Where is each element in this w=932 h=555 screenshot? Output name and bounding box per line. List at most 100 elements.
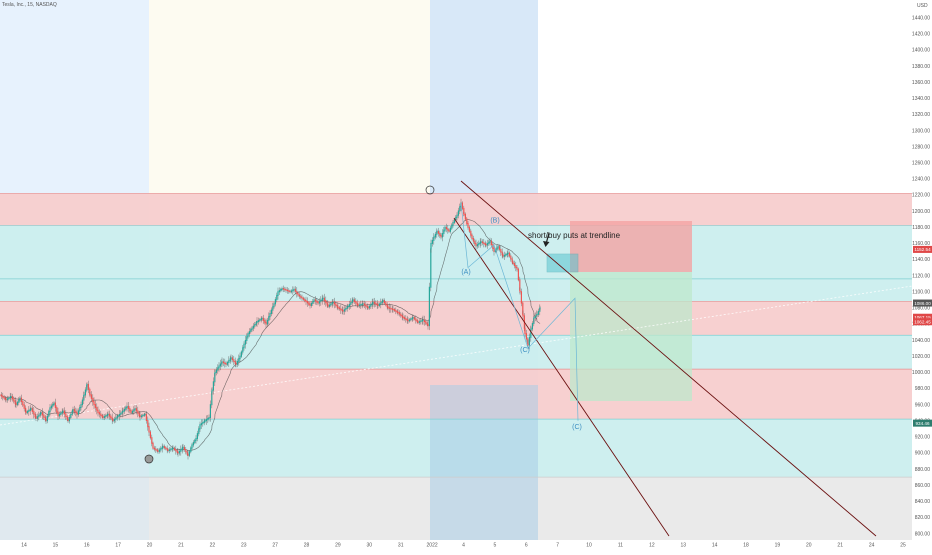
position-target-zone[interactable] [570, 272, 692, 401]
trendline-lower[interactable] [453, 217, 670, 537]
price-candle [341, 309, 343, 312]
price-candle [250, 329, 252, 333]
time-tick-label: 16 [84, 543, 90, 549]
time-tick-label: 5 [494, 543, 497, 549]
price-candle [310, 302, 312, 306]
wave-label: (C) [520, 347, 530, 354]
price-candle [214, 371, 216, 375]
price-candle [180, 449, 182, 452]
price-candle [436, 230, 438, 233]
price-candle [519, 279, 521, 291]
time-tick-label: 25 [900, 543, 906, 549]
price-candle [461, 202, 463, 209]
wave-label: (A) [461, 269, 470, 276]
price-candle [331, 302, 333, 305]
position-stop-zone[interactable] [570, 221, 692, 272]
ray-line[interactable] [0, 282, 932, 426]
price-candle [410, 318, 412, 321]
price-candle [221, 361, 223, 363]
price-candle [312, 301, 314, 304]
price-candle [478, 243, 480, 246]
circle-marker-top[interactable] [425, 185, 435, 195]
price-candle [170, 448, 172, 451]
price-candle [372, 301, 374, 304]
price-candle [0, 394, 2, 397]
price-candle [67, 418, 69, 422]
price-candle [226, 361, 228, 365]
price-candle [451, 224, 453, 229]
price-candle [388, 307, 390, 309]
price-axis[interactable] [912, 0, 932, 550]
price-candle [498, 246, 500, 250]
price-candle [107, 413, 109, 416]
price-candle [262, 317, 264, 321]
price-candle [125, 407, 127, 410]
price-candle [272, 306, 274, 311]
price-candle [289, 290, 291, 293]
time-tick-label: 20 [147, 543, 153, 549]
price-candle [528, 336, 530, 346]
price-candle [2, 395, 4, 398]
trendline-upper[interactable] [460, 180, 877, 537]
price-candle [236, 360, 238, 365]
zone-band [0, 278, 912, 302]
price-candle [144, 413, 146, 416]
price-candle [452, 221, 454, 226]
price-candle [101, 414, 103, 418]
price-tick-label: 1420.00 [912, 32, 930, 38]
price-candle [428, 286, 430, 327]
price-candle [71, 410, 73, 415]
price-candle [308, 302, 310, 305]
price-candle [475, 243, 477, 247]
time-tick-label: 12 [649, 543, 655, 549]
symbol-title[interactable]: Tesla, Inc., 15, NASDAQ [2, 2, 57, 8]
chart-annotation[interactable]: short/buy puts at trendline [528, 231, 621, 240]
circle-marker-bottom[interactable] [144, 454, 154, 464]
zone-borders [0, 193, 912, 478]
price-candle [318, 301, 320, 304]
time-tick-label: 14 [712, 543, 718, 549]
price-candle [126, 405, 128, 409]
price-candle [522, 302, 524, 315]
price-candle [188, 451, 190, 456]
price-candle [392, 308, 394, 310]
price-candle [208, 416, 210, 419]
entry-box[interactable] [546, 253, 579, 273]
price-candle [92, 397, 94, 403]
elliott-wave-path[interactable] [460, 203, 579, 421]
price-candle [386, 304, 388, 308]
price-candle [270, 309, 272, 315]
price-candle [73, 408, 75, 412]
price-tick-label: 820.00 [915, 515, 931, 521]
price-candle [512, 261, 514, 265]
price-candle [211, 391, 213, 406]
price-candle [285, 289, 287, 291]
price-candle [302, 297, 304, 300]
price-candle [268, 316, 270, 321]
price-candle [198, 428, 200, 435]
price-tick-label: 1020.00 [912, 354, 930, 360]
price-candle [440, 234, 442, 238]
price-candle [453, 219, 455, 223]
price-candle [96, 406, 98, 411]
price-candle [322, 297, 324, 300]
price-candle [79, 406, 81, 412]
price-candle [316, 300, 318, 303]
price-candle [520, 291, 522, 304]
price-tick-label: 960.00 [915, 402, 931, 408]
price-tag-label: 1067.15 [914, 315, 931, 320]
price-candle [50, 405, 52, 409]
moving-average-line [0, 219, 541, 451]
time-axis[interactable] [0, 540, 912, 550]
price-candle [23, 404, 25, 409]
price-candle [251, 327, 253, 331]
time-tick-label: 21 [837, 543, 843, 549]
price-candle [56, 406, 58, 413]
price-tag-label: 1086.00 [914, 301, 931, 306]
price-candle [507, 252, 509, 255]
price-candle [6, 398, 8, 401]
price-candle [274, 299, 276, 305]
price-candle [290, 290, 292, 293]
